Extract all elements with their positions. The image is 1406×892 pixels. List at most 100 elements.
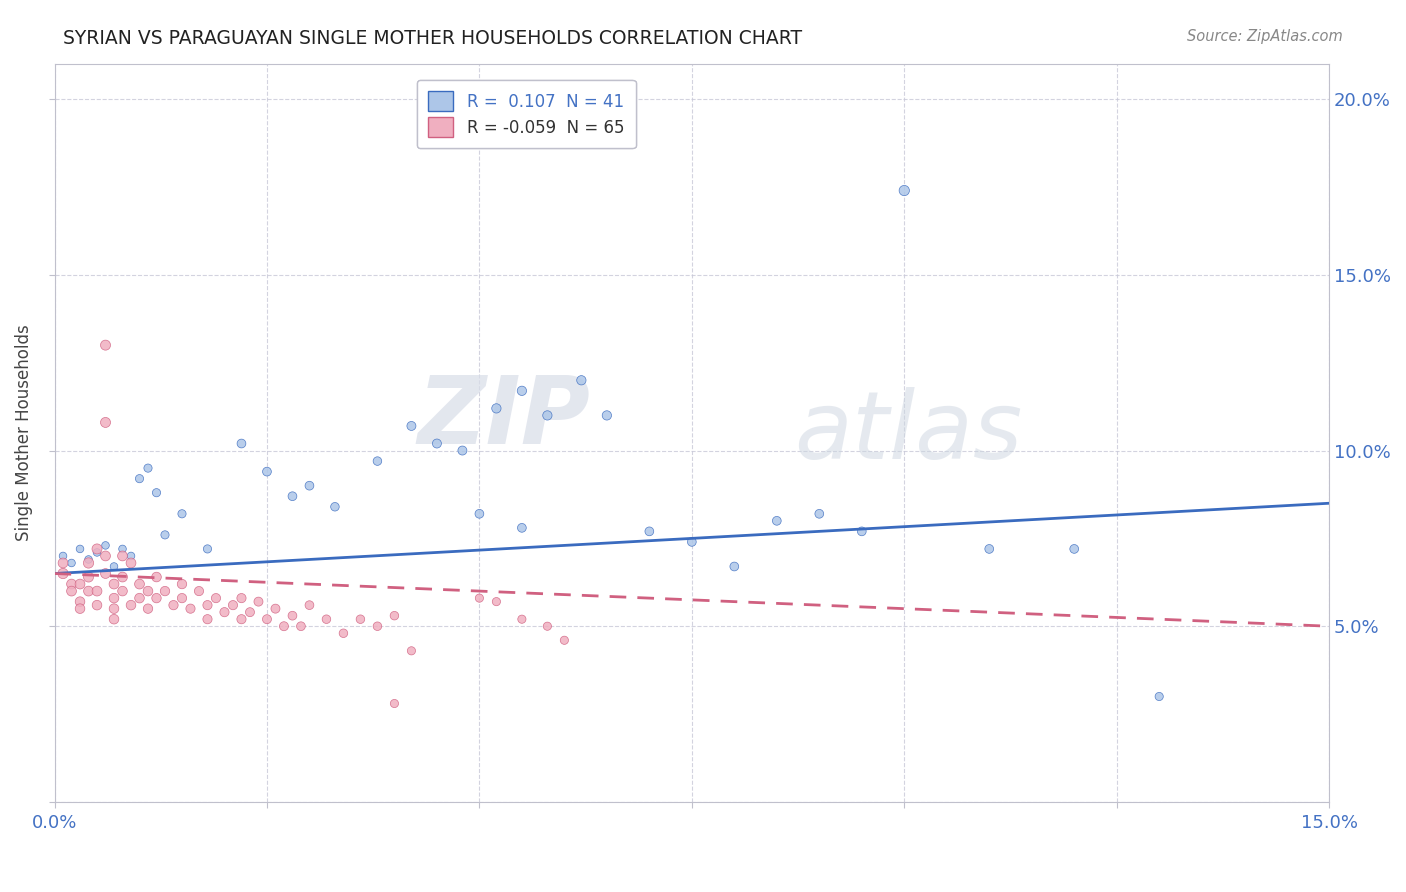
Point — [256, 612, 278, 626]
Point — [197, 598, 219, 612]
Point — [120, 556, 142, 570]
Point — [128, 472, 150, 486]
Point — [77, 552, 100, 566]
Point — [145, 570, 167, 584]
Point — [162, 598, 184, 612]
Point — [69, 594, 91, 608]
Point — [69, 541, 91, 556]
Point — [52, 566, 75, 581]
Point — [136, 584, 159, 599]
Point — [510, 521, 533, 535]
Point — [111, 549, 134, 563]
Text: atlas: atlas — [794, 387, 1022, 478]
Point — [264, 601, 287, 615]
Point — [60, 556, 83, 570]
Point — [170, 507, 193, 521]
Point — [103, 559, 125, 574]
Point — [145, 591, 167, 606]
Point — [536, 409, 558, 423]
Point — [851, 524, 873, 539]
Text: SYRIAN VS PARAGUAYAN SINGLE MOTHER HOUSEHOLDS CORRELATION CHART: SYRIAN VS PARAGUAYAN SINGLE MOTHER HOUSE… — [63, 29, 803, 47]
Point — [77, 556, 100, 570]
Point — [298, 478, 321, 492]
Point — [120, 598, 142, 612]
Point — [111, 541, 134, 556]
Point — [136, 601, 159, 615]
Point — [273, 619, 295, 633]
Legend: R =  0.107  N = 41, R = -0.059  N = 65: R = 0.107 N = 41, R = -0.059 N = 65 — [416, 79, 636, 148]
Point — [256, 465, 278, 479]
Point — [60, 577, 83, 591]
Point — [170, 591, 193, 606]
Point — [222, 598, 245, 612]
Point — [281, 608, 304, 623]
Point — [86, 545, 108, 559]
Point — [468, 591, 491, 606]
Point — [426, 436, 449, 450]
Point — [247, 594, 270, 608]
Point — [366, 619, 388, 633]
Point — [281, 489, 304, 503]
Point — [128, 577, 150, 591]
Point — [94, 338, 117, 352]
Point — [681, 535, 703, 549]
Point — [153, 584, 176, 599]
Point — [188, 584, 211, 599]
Point — [197, 541, 219, 556]
Point — [231, 591, 253, 606]
Point — [145, 485, 167, 500]
Y-axis label: Single Mother Households: Single Mother Households — [15, 325, 32, 541]
Point — [111, 570, 134, 584]
Point — [401, 644, 423, 658]
Point — [298, 598, 321, 612]
Text: ZIP: ZIP — [418, 372, 591, 464]
Point — [893, 184, 915, 198]
Point — [94, 549, 117, 563]
Point — [94, 566, 117, 581]
Point — [401, 419, 423, 434]
Point — [86, 541, 108, 556]
Point — [239, 605, 262, 619]
Point — [77, 584, 100, 599]
Point — [468, 507, 491, 521]
Point — [451, 443, 474, 458]
Point — [170, 577, 193, 591]
Point — [553, 633, 575, 648]
Point — [485, 401, 508, 416]
Point — [103, 591, 125, 606]
Point — [52, 556, 75, 570]
Point — [94, 416, 117, 430]
Text: Source: ZipAtlas.com: Source: ZipAtlas.com — [1187, 29, 1343, 44]
Point — [510, 612, 533, 626]
Point — [60, 584, 83, 599]
Point — [596, 409, 619, 423]
Point — [290, 619, 312, 633]
Point — [1063, 541, 1085, 556]
Point — [103, 612, 125, 626]
Point — [69, 601, 91, 615]
Point — [323, 500, 346, 514]
Point — [808, 507, 831, 521]
Point — [1147, 690, 1170, 704]
Point — [120, 549, 142, 563]
Point — [128, 591, 150, 606]
Point — [366, 454, 388, 468]
Point — [136, 461, 159, 475]
Point — [638, 524, 661, 539]
Point — [510, 384, 533, 398]
Point — [765, 514, 787, 528]
Point — [94, 538, 117, 552]
Point — [315, 612, 337, 626]
Point — [723, 559, 745, 574]
Point — [231, 436, 253, 450]
Point — [197, 612, 219, 626]
Point — [231, 612, 253, 626]
Point — [103, 601, 125, 615]
Point — [214, 605, 236, 619]
Point — [103, 577, 125, 591]
Point — [485, 594, 508, 608]
Point — [52, 549, 75, 563]
Point — [979, 541, 1001, 556]
Point — [332, 626, 354, 640]
Point — [77, 570, 100, 584]
